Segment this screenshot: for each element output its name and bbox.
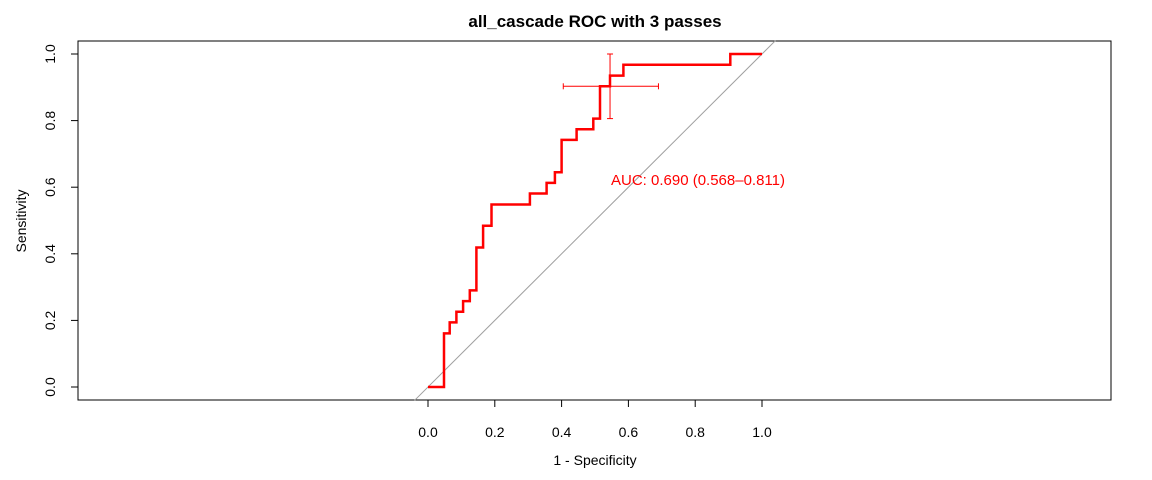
y-tick-label: 0.2 [42, 310, 58, 330]
y-tick-label: 1.0 [42, 44, 58, 64]
roc-curve-line [428, 52, 762, 389]
x-tick-label: 0.0 [418, 424, 438, 440]
y-axis-label: Sensitivity [13, 189, 29, 252]
y-tick-label: 0.4 [42, 244, 58, 264]
x-tick-label: 0.2 [485, 424, 505, 440]
auc-annotation: AUC: 0.690 (0.568–0.811) [611, 172, 785, 189]
x-axis-label: 1 - Specificity [553, 452, 636, 468]
chance-diagonal [414, 40, 776, 401]
x-tick-label: 1.0 [752, 424, 772, 440]
ci-crosshair [562, 53, 659, 120]
y-tick-label: 0.0 [42, 377, 58, 397]
x-tick-label: 0.8 [685, 424, 705, 440]
chart-title: all_cascade ROC with 3 passes [468, 12, 721, 31]
x-tick-label: 0.4 [552, 424, 572, 440]
y-tick-label: 0.6 [42, 177, 58, 197]
axis-ticks: 0.0 0.2 0.4 0.6 0.8 1.0 0.0 0.2 0.4 0.6 0.8 1.0 [42, 44, 772, 440]
y-tick-label: 0.8 [42, 111, 58, 131]
x-tick-label: 0.6 [619, 424, 639, 440]
